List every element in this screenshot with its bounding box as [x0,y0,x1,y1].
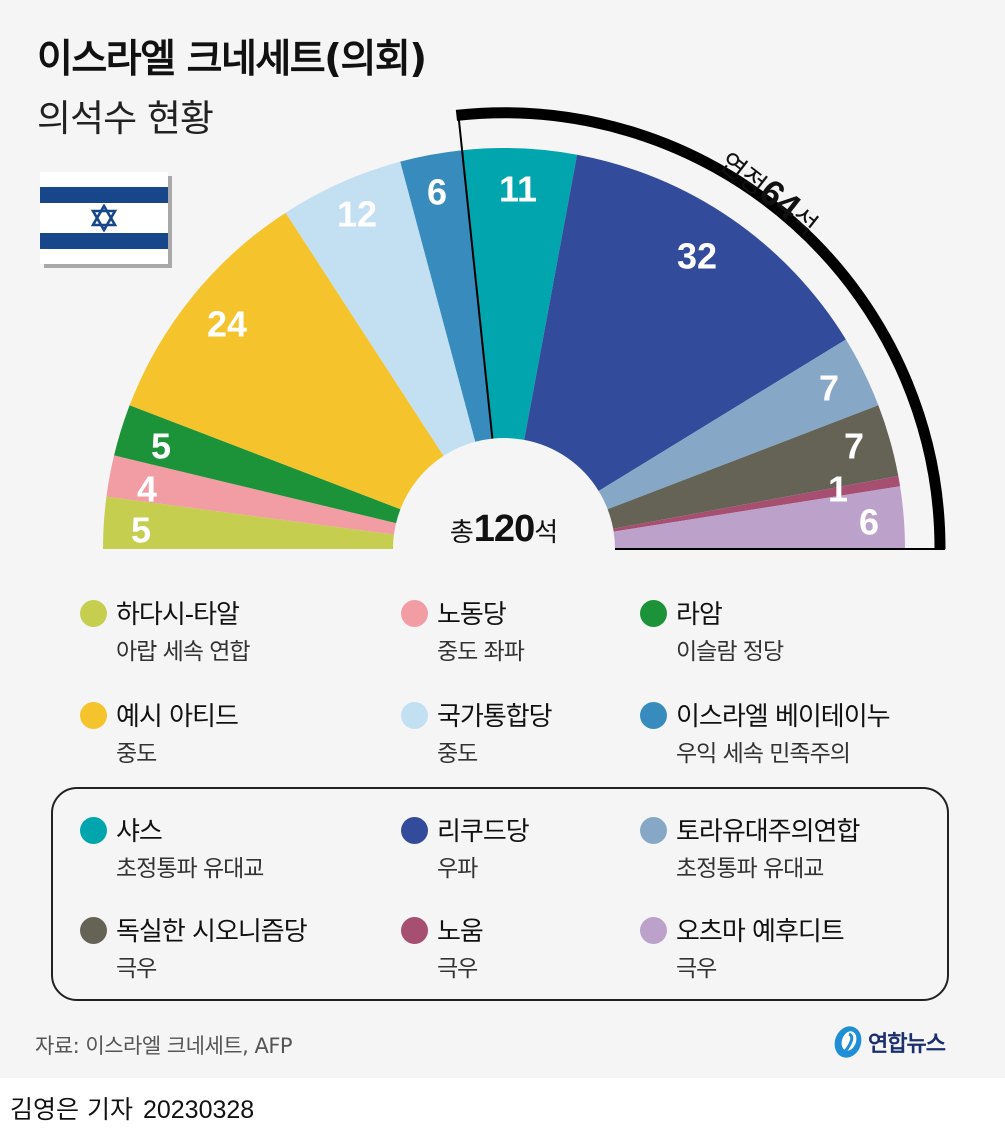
coalition-bracket [455,107,946,550]
legend-color-dot-icon [401,702,428,729]
segment-value-label: 32 [677,236,717,277]
legend-party-name: 독실한 시오니즘당 [116,917,308,947]
legend-party-name: 리쿠드당 [437,817,530,847]
legend-party-name: 토라유대주의연합 [676,817,860,847]
legend-color-dot-icon [401,600,428,627]
legend-party-description: 중도 좌파 [437,639,525,665]
legend-party-name: 오츠마 예후디트 [676,917,845,947]
flag-stripe-bottom [40,233,168,249]
legend-color-dot-icon [80,600,107,627]
legend-color-dot-icon [401,917,428,944]
legend-party-name: 노움 [437,917,484,947]
segment-value-label: 4 [137,469,157,510]
legend-party-name: 라암 [676,600,723,630]
reporter-name: 김영은 기자 [10,1095,133,1124]
legend-party-description: 극우 [437,956,478,982]
yonhap-logo-icon [834,1026,862,1058]
logo-text: 연합뉴스 [868,1032,946,1057]
page-subtitle: 의석수 현황 [37,97,214,140]
chart-segment [462,148,578,440]
page-title: 이스라엘 크네세트(의회) [37,37,427,82]
total-seats-label: 총120석 [450,508,558,551]
segment-value-label: 5 [131,510,151,551]
legend-party-description: 중도 [437,741,478,767]
segment-value-label: 7 [819,368,839,409]
segment-value-label: 12 [337,194,377,235]
chart-segment [613,486,905,549]
chart-segment [598,339,879,510]
chart-segment [285,161,476,456]
legend-party-name: 국가통합당 [437,702,553,732]
chart-segment [103,496,394,549]
israel-flag-icon [40,172,168,264]
star-of-david-icon [90,204,118,232]
chart-segment [114,405,401,524]
segment-value-label: 1 [828,469,848,510]
legend-party-description: 중도 [116,741,157,767]
chart-segment [524,154,846,492]
segment-value-label: 7 [844,426,864,467]
legend-party-name: 하다시-타알 [116,600,240,630]
legend-party-name: 샤스 [116,817,163,847]
publish-date: 20230328 [142,1096,255,1124]
segment-value-label: 6 [859,502,879,543]
source-note: 자료: 이스라엘 크네세트, AFP [35,1034,293,1058]
total-suffix: 석 [534,518,559,548]
legend-party-description: 초정통파 유대교 [116,856,264,882]
chart-segment [613,475,901,532]
legend-party-description: 아랍 세속 연합 [116,639,251,665]
segment-value-label: 5 [151,426,171,467]
segment-value-label: 11 [499,169,537,210]
legend-party-name: 노동당 [437,600,507,630]
total-prefix: 총 [449,518,474,548]
legend-party-description: 극우 [116,956,157,982]
byline: 김영은 기자 20230328 [10,1090,254,1126]
legend-color-dot-icon [640,817,667,844]
legend-color-dot-icon [80,917,107,944]
legend-party-description: 극우 [676,956,717,982]
coalition-divider-line [457,115,494,439]
legend-color-dot-icon [640,702,667,729]
legend-party-name: 이스라엘 베이테이누 [676,702,891,732]
legend-party-description: 우익 세속 민족주의 [676,741,851,767]
chart-segment [129,212,444,510]
legend-party-description: 우파 [437,856,478,882]
total-value: 120 [473,508,535,550]
chart-segment [106,455,397,535]
legend-color-dot-icon [640,600,667,627]
legend-color-dot-icon [80,817,107,844]
legend-party-name: 예시 아티드 [116,702,239,732]
coalition-legend-box [51,787,949,1001]
legend-color-dot-icon [640,917,667,944]
chart-segment [607,405,899,529]
yonhap-logo: 연합뉴스 [832,1022,946,1062]
legend-party-description: 초정통파 유대교 [676,856,824,882]
legend-color-dot-icon [80,702,107,729]
segment-value-label: 24 [207,304,247,345]
flag-stripe-top [40,187,168,203]
segment-value-label: 6 [427,172,447,213]
chart-segments [103,148,905,549]
legend-color-dot-icon [401,817,428,844]
legend-party-description: 이슬람 정당 [676,639,784,665]
